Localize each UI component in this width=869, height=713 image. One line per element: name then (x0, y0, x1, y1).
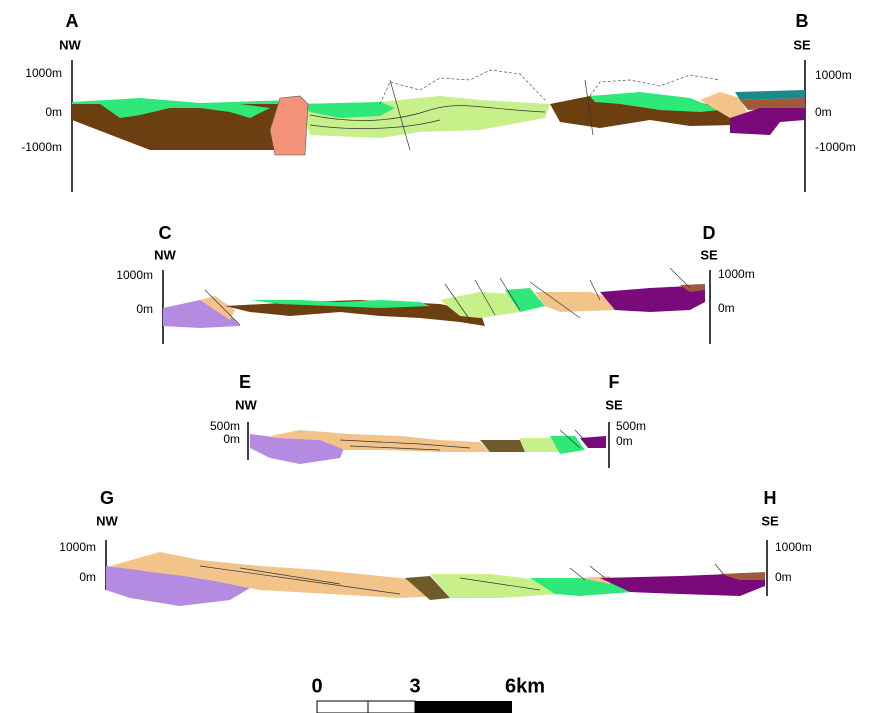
tick-label: 0m (223, 432, 240, 446)
tick-label: 1000m (718, 267, 755, 281)
section-label: A (66, 11, 79, 31)
direction-label: NW (235, 397, 257, 412)
tick-label: -1000m (815, 140, 856, 154)
tick-label: 500m (616, 419, 646, 433)
tick-label: 0m (815, 105, 832, 119)
section-label: G (100, 488, 114, 508)
section-cd: C NW D SE 1000m 0m 1000m 0m (116, 223, 754, 344)
section-label: D (703, 223, 716, 243)
direction-label: SE (605, 397, 623, 412)
tick-label: -1000m (21, 140, 62, 154)
direction-label: SE (761, 513, 779, 528)
scale-label: 3 (409, 675, 420, 697)
tick-label: 1000m (815, 68, 852, 82)
tick-label: 0m (616, 434, 633, 448)
tick-label: 0m (136, 302, 153, 316)
layer (580, 436, 606, 448)
tick-label: 1000m (116, 268, 153, 282)
section-label: F (609, 372, 620, 392)
section-label: C (159, 223, 172, 243)
section-label: E (239, 372, 251, 392)
scale-label: 0 (311, 675, 322, 697)
direction-label: NW (59, 37, 81, 52)
section-label: B (796, 11, 809, 31)
page: A NW B SE 1000m 0m -1000m 1000m 0m -1000… (0, 0, 869, 713)
tick-label: 0m (718, 301, 735, 315)
tick-label: 0m (79, 570, 96, 584)
direction-label: NW (96, 513, 118, 528)
tick-label: 1000m (59, 540, 96, 554)
tick-label: 1000m (25, 66, 62, 80)
scale-segment (368, 701, 415, 713)
scale-bar: 0 3 6km (311, 675, 545, 713)
tick-label: 0m (775, 570, 792, 584)
direction-label: SE (700, 247, 718, 262)
scale-label: 6km (505, 675, 545, 697)
section-gh: G NW H SE 1000m 0m 1000m 0m (59, 488, 811, 606)
layer (72, 98, 300, 104)
tick-label: 0m (45, 105, 62, 119)
eroded-profile (590, 75, 720, 96)
scale-segment (317, 701, 368, 713)
cross-sections-figure: A NW B SE 1000m 0m -1000m 1000m 0m -1000… (0, 0, 869, 713)
scale-segment (415, 701, 512, 713)
section-label: H (764, 488, 777, 508)
layer (430, 574, 560, 598)
direction-label: SE (793, 37, 811, 52)
section-ef: E NW F SE 500m 0m 500m 0m (210, 372, 646, 468)
section-ab: A NW B SE 1000m 0m -1000m 1000m 0m -1000… (21, 11, 855, 192)
direction-label: NW (154, 247, 176, 262)
tick-label: 1000m (775, 540, 812, 554)
tick-label: 500m (210, 419, 240, 433)
